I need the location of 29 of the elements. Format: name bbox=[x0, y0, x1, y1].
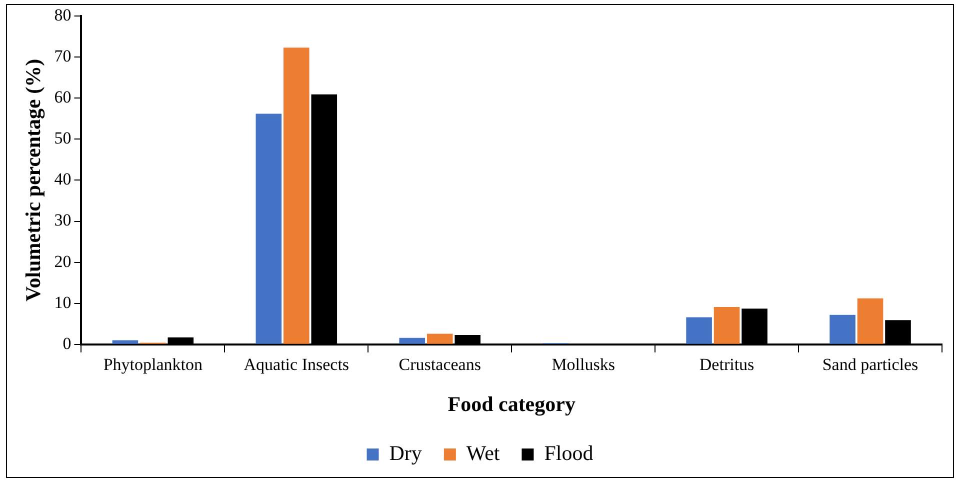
x-tick-label: Sand particles bbox=[822, 355, 918, 374]
x-axis-title: Food category bbox=[448, 392, 576, 416]
y-tick-label: 50 bbox=[54, 128, 72, 148]
bar bbox=[112, 340, 138, 344]
y-tick-label: 80 bbox=[54, 5, 72, 24]
y-tick-label: 10 bbox=[54, 292, 72, 312]
legend-label: Wet bbox=[466, 441, 500, 466]
y-tick-label: 70 bbox=[54, 46, 72, 66]
x-tick-label: Mollusks bbox=[552, 355, 615, 374]
bar bbox=[857, 298, 884, 344]
bar bbox=[714, 307, 740, 344]
bar bbox=[830, 314, 856, 344]
bar bbox=[686, 317, 712, 344]
y-tick-label: 0 bbox=[62, 334, 72, 353]
x-tick-label: Aquatic Insects bbox=[244, 355, 350, 374]
y-tick-label: 30 bbox=[54, 210, 72, 230]
x-tick-label: Phytoplankton bbox=[103, 355, 204, 374]
legend-label: Dry bbox=[389, 441, 422, 466]
legend-label: Flood bbox=[544, 441, 594, 466]
y-axis-title: Volumetric percentage (%) bbox=[21, 58, 46, 302]
bar bbox=[256, 114, 282, 344]
bar bbox=[284, 48, 310, 344]
bar bbox=[399, 338, 426, 344]
x-tick-label: Crustaceans bbox=[398, 355, 481, 374]
x-tick-label: Detritus bbox=[699, 355, 754, 374]
y-tick-label: 40 bbox=[54, 170, 72, 189]
y-tick-label: 60 bbox=[54, 88, 72, 107]
bar bbox=[426, 334, 453, 344]
y-tick-label: 20 bbox=[54, 252, 72, 271]
